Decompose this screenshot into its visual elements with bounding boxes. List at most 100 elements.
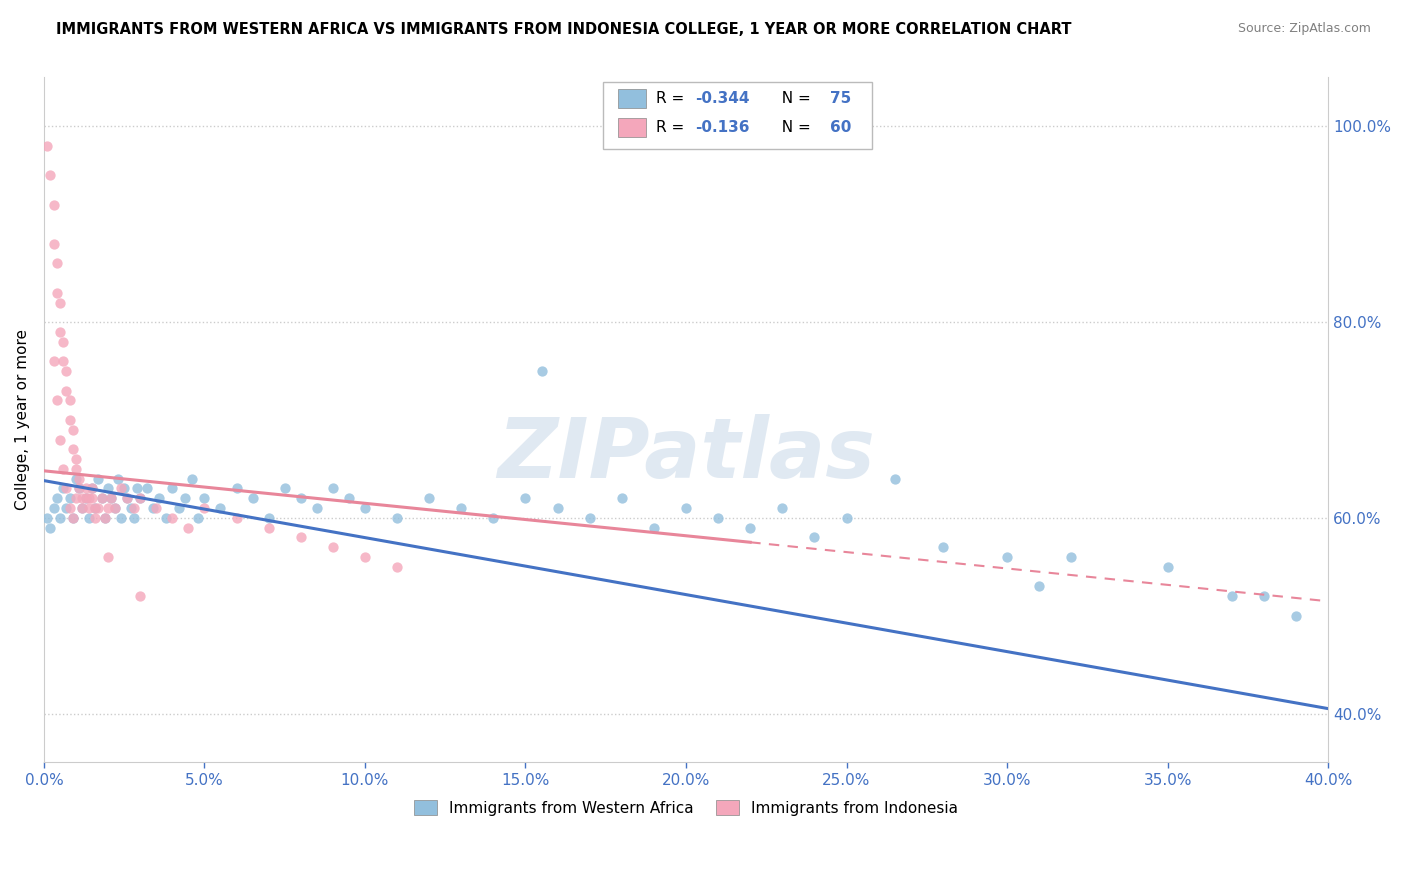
Point <box>120 501 142 516</box>
Point <box>155 510 177 524</box>
Point <box>75 491 97 506</box>
Text: -0.344: -0.344 <box>695 91 749 106</box>
Point <box>193 501 215 516</box>
Point <box>39 520 62 534</box>
Point <box>107 472 129 486</box>
Point <box>1220 589 1243 603</box>
Point <box>58 491 80 506</box>
Point <box>354 549 377 564</box>
Text: R =: R = <box>657 120 689 135</box>
Y-axis label: College, 1 year or more: College, 1 year or more <box>15 329 30 510</box>
Point <box>49 325 72 339</box>
Text: Source: ZipAtlas.com: Source: ZipAtlas.com <box>1237 22 1371 36</box>
Point <box>450 501 472 516</box>
Point <box>290 491 312 506</box>
Point <box>547 501 569 516</box>
FancyBboxPatch shape <box>619 118 647 137</box>
Point <box>162 482 184 496</box>
Point <box>72 501 94 516</box>
Point <box>193 491 215 506</box>
Point <box>322 540 344 554</box>
Point <box>45 256 67 270</box>
Point <box>305 501 328 516</box>
Point <box>385 510 408 524</box>
Point <box>42 236 65 251</box>
Point <box>94 510 117 524</box>
Point <box>337 491 360 506</box>
Point <box>94 510 117 524</box>
Point <box>257 520 280 534</box>
Point <box>1253 589 1275 603</box>
Point <box>1028 579 1050 593</box>
Point <box>835 510 858 524</box>
Text: N =: N = <box>772 120 815 135</box>
Point <box>35 139 58 153</box>
Point <box>142 501 165 516</box>
Point <box>209 501 232 516</box>
Point <box>995 549 1018 564</box>
Point <box>42 354 65 368</box>
Point <box>52 462 75 476</box>
Point <box>129 491 152 506</box>
Point <box>52 354 75 368</box>
Point <box>180 472 202 486</box>
Point <box>174 491 197 506</box>
Point <box>62 510 84 524</box>
Point <box>125 482 148 496</box>
Point <box>122 510 145 524</box>
Point <box>49 510 72 524</box>
Point <box>80 482 103 496</box>
Text: -0.136: -0.136 <box>695 120 749 135</box>
Point <box>515 491 537 506</box>
Point <box>643 520 665 534</box>
Point <box>84 501 107 516</box>
Point <box>135 482 157 496</box>
Point <box>49 433 72 447</box>
Point <box>58 413 80 427</box>
Text: ZIPatlas: ZIPatlas <box>498 414 875 495</box>
Point <box>162 510 184 524</box>
Point <box>803 530 825 544</box>
Point <box>225 482 247 496</box>
Point <box>77 510 100 524</box>
Point <box>45 393 67 408</box>
Point <box>1060 549 1083 564</box>
Point <box>67 472 90 486</box>
Point <box>257 510 280 524</box>
Point <box>740 520 762 534</box>
Point <box>97 501 120 516</box>
Point <box>77 491 100 506</box>
Point <box>42 501 65 516</box>
Point <box>55 482 77 496</box>
Point <box>62 510 84 524</box>
Point <box>97 482 120 496</box>
Point <box>62 423 84 437</box>
Point <box>72 491 94 506</box>
Point <box>1156 559 1178 574</box>
Text: 75: 75 <box>830 91 851 106</box>
Point <box>67 482 90 496</box>
Point <box>273 482 295 496</box>
Point <box>87 501 110 516</box>
Point <box>177 520 200 534</box>
Point <box>80 491 103 506</box>
Legend: Immigrants from Western Africa, Immigrants from Indonesia: Immigrants from Western Africa, Immigran… <box>406 792 966 823</box>
Point <box>225 510 247 524</box>
Point <box>52 334 75 349</box>
Point <box>129 589 152 603</box>
Point <box>932 540 955 554</box>
Point <box>770 501 793 516</box>
Point <box>45 491 67 506</box>
Point <box>58 393 80 408</box>
Point <box>55 501 77 516</box>
Point <box>55 384 77 398</box>
Point <box>578 510 600 524</box>
Point <box>58 501 80 516</box>
Text: R =: R = <box>657 91 689 106</box>
Text: 60: 60 <box>830 120 851 135</box>
Point <box>35 510 58 524</box>
Point <box>97 549 120 564</box>
Point <box>55 364 77 378</box>
Point <box>129 491 152 506</box>
Point <box>117 491 139 506</box>
